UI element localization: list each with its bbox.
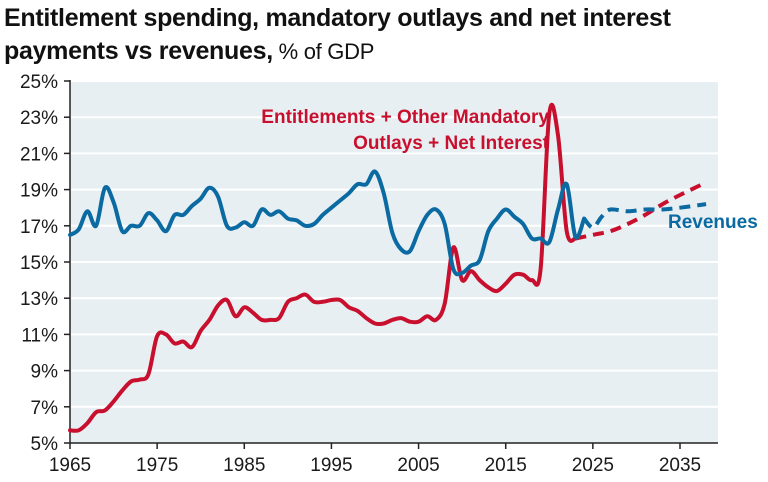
- x-tick-label: 2025: [572, 455, 614, 476]
- x-tick-label: 1995: [310, 455, 352, 476]
- spending-projection-line: [574, 180, 707, 241]
- spending-line: [68, 102, 578, 433]
- x-tick-label: 2015: [485, 455, 527, 476]
- x-tick-label: 1965: [49, 455, 91, 476]
- y-tick-label: 21%: [20, 144, 58, 165]
- annotations: Entitlements + Other Mandatory Outlays + …: [261, 107, 757, 233]
- revenues-projection-line: [582, 202, 707, 230]
- y-tick-label: 11%: [21, 325, 58, 346]
- x-tick-label: 1985: [223, 455, 265, 476]
- gridlines: [71, 80, 718, 408]
- y-tick-label: 9%: [31, 362, 59, 383]
- x-tick-label: 2005: [397, 455, 439, 476]
- spending-annotation-line2: Outlays + Net Interest: [353, 133, 550, 154]
- revenues-annotation: Revenues: [668, 212, 758, 233]
- spending-annotation-line1: Entitlements + Other Mandatory: [261, 107, 549, 128]
- axes: [64, 80, 718, 449]
- x-tick-label: 2035: [659, 455, 701, 476]
- chart-title-unit: % of GDP: [272, 39, 375, 64]
- y-axis-labels: 5% 7% 9% 11% 13% 15% 17% 19% 21% 23% 25%: [20, 72, 58, 455]
- y-tick-label: 7%: [31, 398, 59, 419]
- y-tick-label: 15%: [20, 253, 58, 274]
- series-lines: [68, 102, 707, 433]
- revenues-line: [68, 169, 587, 277]
- y-tick-label: 13%: [20, 289, 58, 310]
- y-tick-label: 23%: [20, 108, 58, 129]
- y-tick-label: 17%: [20, 217, 58, 238]
- x-tick-label: 1975: [136, 455, 178, 476]
- y-tick-label: 5%: [31, 434, 59, 455]
- chart-title: Entitlement spending, mandatory outlays …: [4, 2, 764, 68]
- chart-title-main: Entitlement spending, mandatory outlays …: [4, 4, 671, 65]
- y-tick-label: 19%: [20, 181, 58, 202]
- y-tick-label: 25%: [20, 72, 58, 93]
- x-axis-labels: 1965 1975 1985 1995 2005 2015 2025 2035: [49, 455, 701, 476]
